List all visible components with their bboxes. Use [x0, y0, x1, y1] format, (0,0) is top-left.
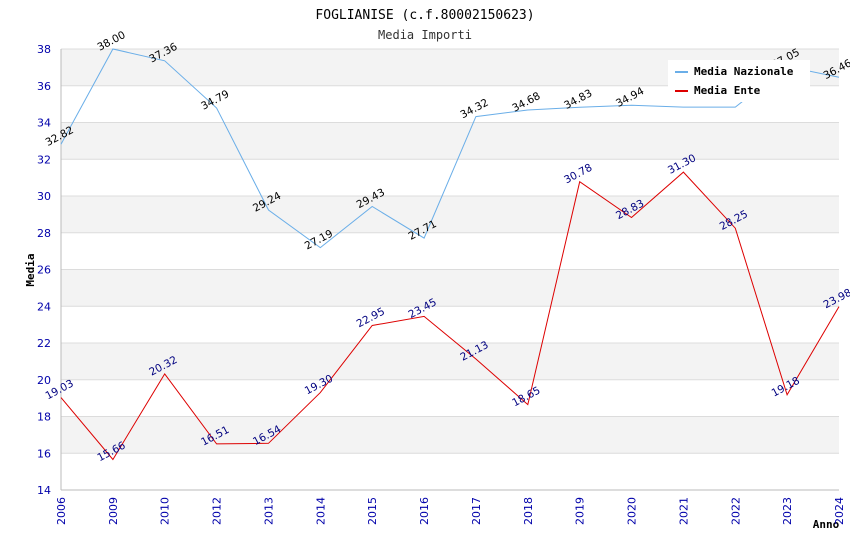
- x-axis-label: Anno: [813, 518, 840, 531]
- x-tick-label: 2022: [729, 497, 742, 525]
- grid-lines: [60, 48, 839, 491]
- x-tick-label: 2021: [677, 497, 690, 525]
- x-tick-label: 2023: [781, 497, 794, 525]
- y-tick-label: 36: [37, 80, 51, 93]
- x-axis-ticks: 2006 2009 2010 2012 2013 2014 2015 2016 2017 2018…: [55, 497, 846, 525]
- plot-band: [61, 269, 839, 307]
- series-lines: [60, 48, 840, 461]
- chart-title: FOGLIANISE (c.f.80002150623): [315, 8, 534, 23]
- plot-band: [61, 196, 839, 233]
- y-tick-label: 20: [37, 374, 51, 387]
- series-line-media-ente: [60, 171, 840, 461]
- plot-bands: [61, 49, 839, 490]
- legend-label-media-nazionale: Media Nazionale: [694, 65, 794, 78]
- plot-band: [61, 416, 839, 454]
- plot-band: [61, 122, 839, 160]
- x-tick-label: 2010: [159, 497, 172, 525]
- legend-label-media-ente: Media Ente: [694, 84, 761, 97]
- y-tick-label: 18: [37, 411, 51, 424]
- y-tick-label: 14: [37, 484, 51, 497]
- legend: Media Nazionale Media Ente: [668, 60, 810, 102]
- plot-band: [61, 453, 839, 490]
- y-tick-label: 22: [37, 337, 51, 350]
- x-tick-label: 2009: [107, 497, 120, 525]
- x-tick-label: 2016: [418, 497, 431, 525]
- chart-subtitle: Media Importi: [378, 28, 472, 42]
- y-tick-label: 24: [37, 300, 51, 313]
- y-tick-label: 34: [37, 117, 51, 130]
- series-line-media-nazionale: [60, 48, 840, 249]
- plot-band: [61, 306, 839, 343]
- x-tick-label: 2006: [55, 497, 68, 525]
- y-tick-label: 26: [37, 264, 51, 277]
- y-tick-label: 28: [37, 227, 51, 240]
- x-tick-label: 2018: [522, 497, 535, 525]
- plot-band: [61, 232, 839, 270]
- x-tick-label: 2020: [626, 497, 639, 525]
- y-tick-label: 30: [37, 190, 51, 203]
- x-tick-label: 2017: [470, 497, 483, 525]
- y-tick-label: 32: [37, 153, 51, 166]
- x-tick-label: 2019: [574, 497, 587, 525]
- y-tick-label: 38: [37, 43, 51, 56]
- y-tick-label: 16: [37, 447, 51, 460]
- legend-box: [668, 60, 810, 102]
- x-tick-label: 2014: [314, 497, 327, 525]
- y-axis-label: Media: [24, 253, 37, 286]
- plot-band: [61, 343, 839, 380]
- y-axis-ticks: 14 16 18 20 22 24 26 28 30 32 34 36 38: [37, 43, 51, 497]
- x-tick-label: 2024: [833, 497, 846, 525]
- x-tick-label: 2012: [211, 497, 224, 525]
- x-tick-label: 2013: [262, 497, 275, 525]
- x-tick-label: 2015: [366, 497, 379, 525]
- plot-band: [61, 379, 839, 417]
